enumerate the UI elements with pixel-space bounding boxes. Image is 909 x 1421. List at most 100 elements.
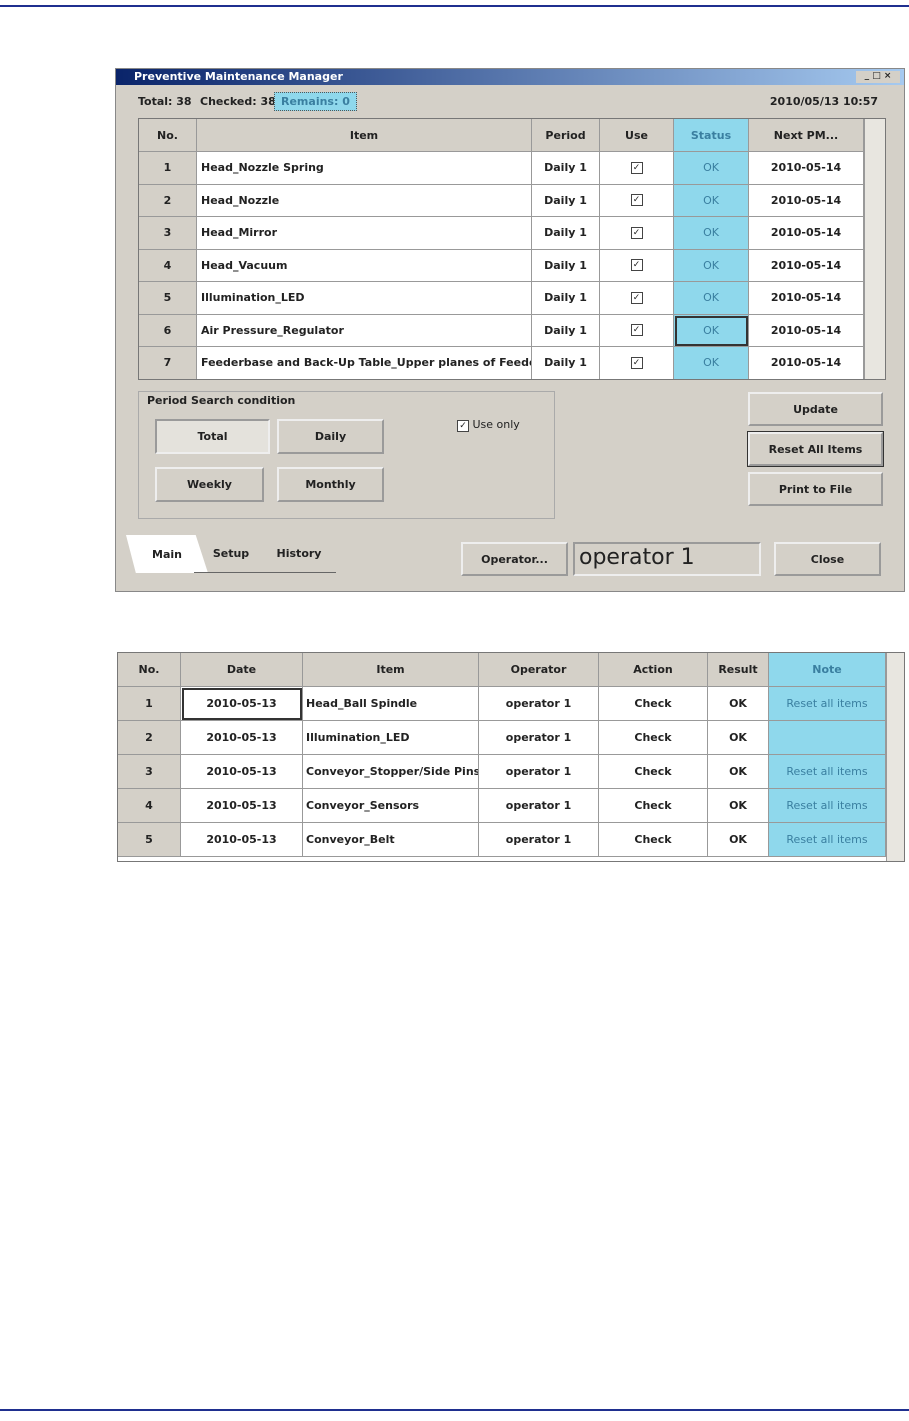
scrollbar[interactable] [886, 653, 904, 861]
checkbox[interactable]: ✓ [630, 194, 643, 207]
row-number: 4 [139, 249, 197, 282]
cell: Head_Mirror [197, 217, 532, 250]
cell: OK [708, 789, 769, 823]
cell: Check [599, 687, 708, 721]
use-only-checkbox[interactable]: ✓ Use only [457, 418, 520, 432]
use-checkbox-cell[interactable]: ✓ [600, 184, 674, 217]
cell: 2010-05-14 [749, 217, 864, 250]
close-button[interactable]: Close [774, 542, 881, 576]
checkbox[interactable]: ✓ [630, 161, 643, 174]
cell: 2010-05-14 [749, 184, 864, 217]
cell: OK [708, 687, 769, 721]
tab[interactable]: Setup [194, 535, 268, 573]
cell: OK [708, 755, 769, 789]
period-button[interactable]: Monthly [277, 467, 384, 502]
cell: operator 1 [479, 789, 599, 823]
cell: Head_Nozzle [197, 184, 532, 217]
cell: Check [599, 755, 708, 789]
history-table: No. Date Item Operator Action Result Note 1 2010… [117, 652, 905, 862]
row-number: 6 [139, 314, 197, 347]
action-button[interactable]: Reset All Items [747, 431, 884, 467]
action-button[interactable]: Update [748, 392, 883, 426]
tab[interactable]: Main [126, 535, 208, 573]
cell: Reset all items [769, 789, 886, 823]
column-header[interactable]: Status [674, 119, 749, 152]
cell: 2010-05-13 [181, 721, 303, 755]
cell: Daily 1 [532, 184, 600, 217]
cell: 2010-05-13 [181, 687, 303, 721]
column-header[interactable]: Date [181, 653, 303, 687]
cell: Daily 1 [532, 249, 600, 282]
column-header[interactable]: Note [769, 653, 886, 687]
column-header[interactable]: Use [600, 119, 674, 152]
operator-button[interactable]: Operator... [461, 542, 568, 576]
checkbox[interactable]: ✓ [630, 291, 643, 304]
cell: Head_Nozzle Spring [197, 152, 532, 185]
period-button[interactable]: Total [155, 419, 270, 454]
cell: Check [599, 823, 708, 857]
cell: operator 1 [479, 823, 599, 857]
date-time: 2010/05/13 10:57 [769, 95, 878, 108]
title-bar: Preventive Maintenance Manager [116, 69, 904, 85]
cell: Daily 1 [532, 314, 600, 347]
window-title: Preventive Maintenance Manager [134, 70, 343, 83]
cell: Daily 1 [532, 347, 600, 379]
checkbox[interactable]: ✓ [630, 324, 643, 337]
cell: 2010-05-13 [181, 823, 303, 857]
use-checkbox-cell[interactable]: ✓ [600, 282, 674, 315]
period-button[interactable]: Daily [277, 419, 384, 454]
window-controls[interactable]: _ □ × [856, 71, 900, 83]
use-checkbox-cell[interactable]: ✓ [600, 314, 674, 347]
tabs: Main Setup History [116, 535, 366, 575]
use-checkbox-cell[interactable]: ✓ [600, 347, 674, 379]
checkbox[interactable]: ✓ [630, 259, 643, 272]
cell: Check [599, 721, 708, 755]
cell: OK [674, 184, 749, 217]
cell: 3 [118, 755, 181, 789]
column-header[interactable]: Next PM... [749, 119, 864, 152]
use-checkbox-cell[interactable]: ✓ [600, 217, 674, 250]
cell: Reset all items [769, 687, 886, 721]
checkbox[interactable]: ✓ [630, 226, 643, 239]
cell: 2010-05-14 [749, 347, 864, 379]
operator-field[interactable]: operator 1 [573, 542, 761, 576]
cell: Reset all items [769, 823, 886, 857]
cell: Conveyor_Belt [303, 823, 479, 857]
column-header[interactable]: Result [708, 653, 769, 687]
cell: OK [674, 282, 749, 315]
use-checkbox-cell[interactable]: ✓ [600, 152, 674, 185]
footer-rule [0, 1409, 909, 1411]
use-checkbox-cell[interactable]: ✓ [600, 249, 674, 282]
column-header[interactable]: No. [139, 119, 197, 152]
row-number: 3 [139, 217, 197, 250]
cell: 1 [118, 687, 181, 721]
column-header[interactable]: No. [118, 653, 181, 687]
search-title: Period Search condition [147, 394, 296, 407]
tab[interactable]: History [262, 535, 336, 573]
column-header[interactable]: Period [532, 119, 600, 152]
cell: OK [674, 314, 749, 347]
cell: 2010-05-14 [749, 282, 864, 315]
column-header[interactable]: Action [599, 653, 708, 687]
action-button[interactable]: Print to File [748, 472, 883, 506]
column-header[interactable]: Item [197, 119, 532, 152]
cell: Daily 1 [532, 217, 600, 250]
pm-table: No. Item Period Use Status Next PM... 1 Head_No… [138, 118, 886, 380]
cell: 2010-05-14 [749, 314, 864, 347]
column-header[interactable]: Operator [479, 653, 599, 687]
row-number: 1 [139, 152, 197, 185]
cell: operator 1 [479, 687, 599, 721]
cell: Check [599, 789, 708, 823]
header-rule [0, 5, 909, 7]
cell: OK [674, 249, 749, 282]
checkbox[interactable]: ✓ [630, 356, 643, 369]
cell: OK [708, 823, 769, 857]
cell: Reset all items [769, 755, 886, 789]
cell: operator 1 [479, 721, 599, 755]
cell [769, 721, 886, 755]
column-header[interactable]: Item [303, 653, 479, 687]
cell: operator 1 [479, 755, 599, 789]
scrollbar[interactable] [864, 119, 885, 379]
period-button[interactable]: Weekly [155, 467, 264, 502]
